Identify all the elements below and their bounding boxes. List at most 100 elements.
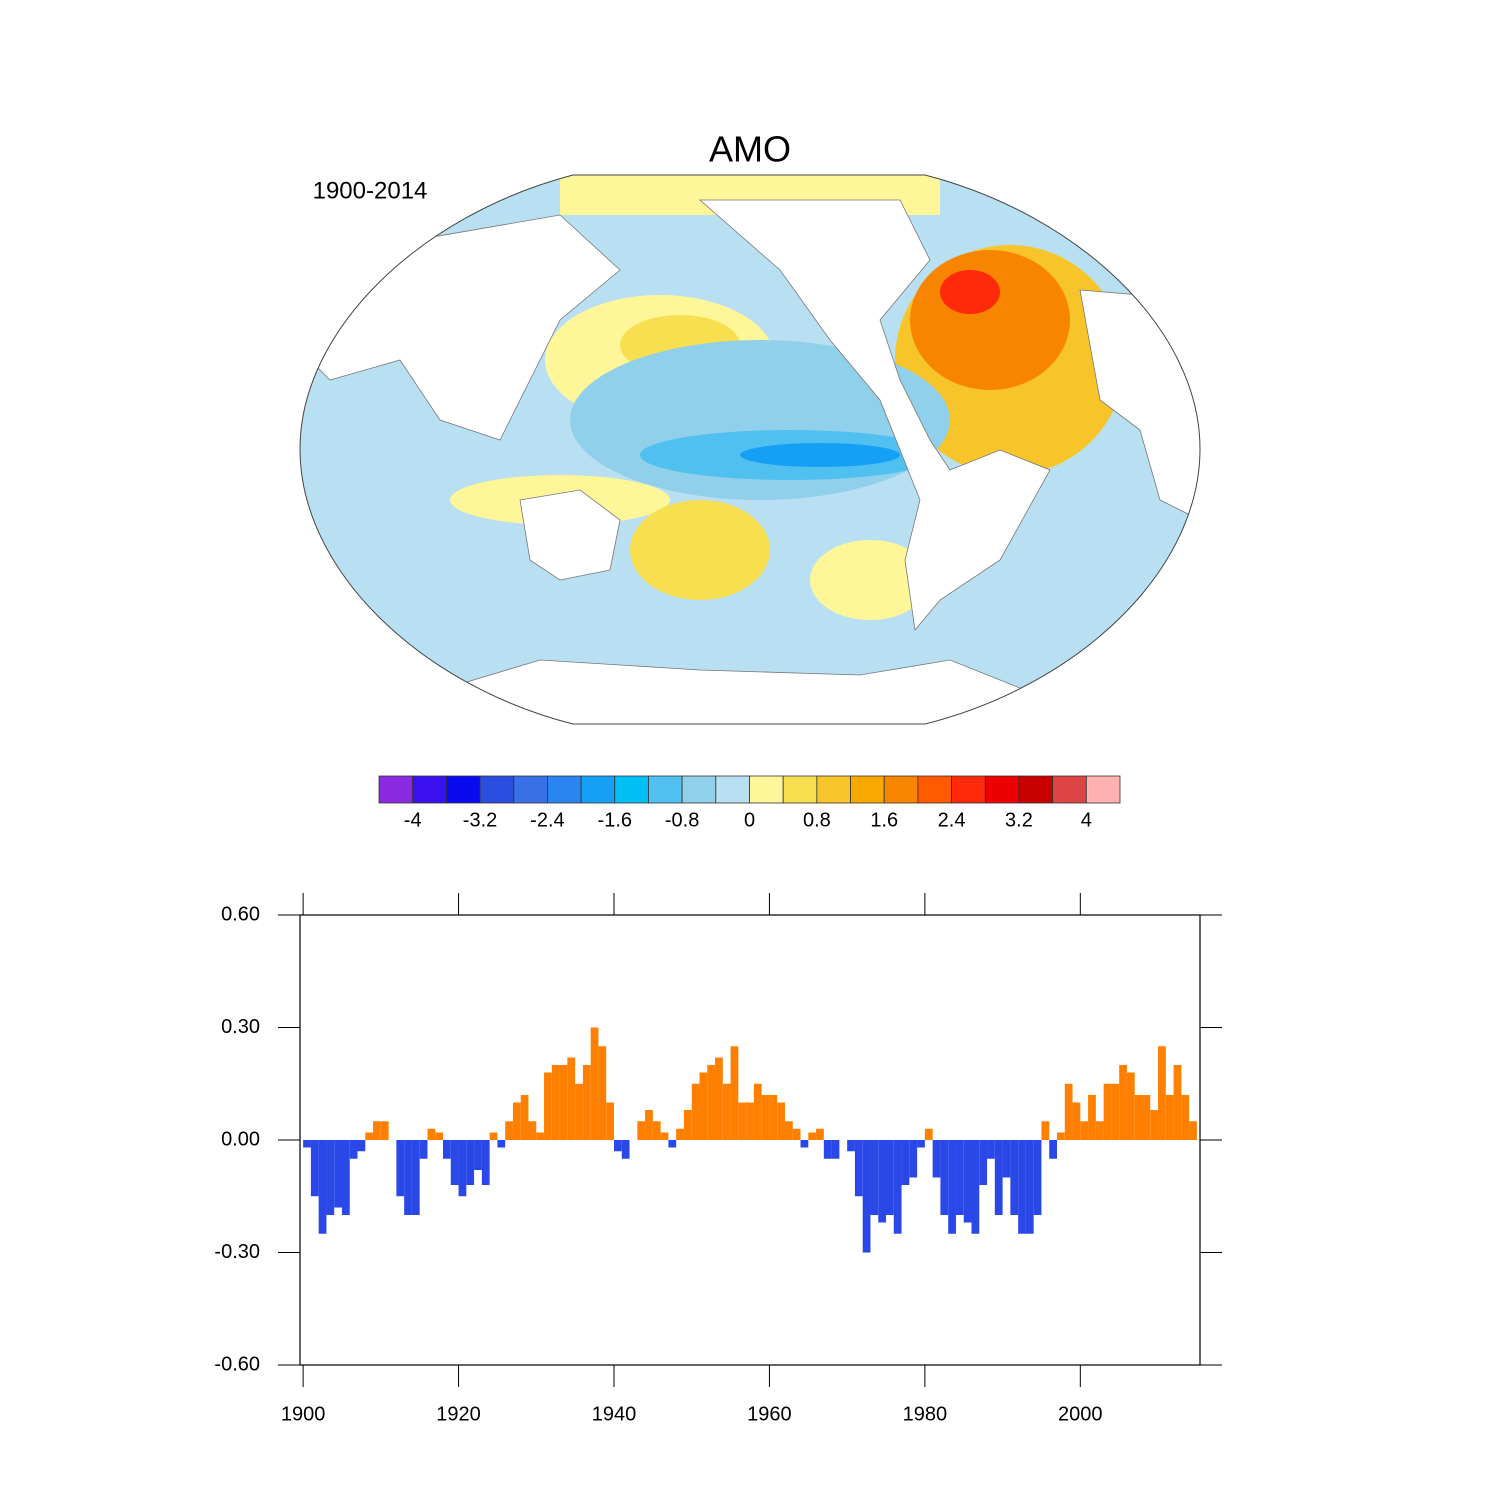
bar — [567, 1057, 576, 1140]
colorbar-box — [547, 775, 582, 804]
bar — [458, 1140, 467, 1197]
bar — [575, 1083, 583, 1140]
bar — [1119, 1065, 1127, 1140]
bar — [1002, 1140, 1011, 1178]
bar — [800, 1140, 809, 1148]
bar — [1041, 1121, 1050, 1140]
y-tick-label: 0.30 — [221, 1016, 260, 1038]
bar — [746, 1102, 754, 1140]
bar — [1103, 1083, 1112, 1140]
bar — [901, 1140, 910, 1185]
bar — [854, 1140, 863, 1197]
bar — [450, 1140, 459, 1185]
bar — [1189, 1121, 1197, 1140]
bar — [917, 1140, 925, 1148]
bar — [303, 1140, 311, 1148]
colorbar-box — [580, 775, 616, 804]
anomaly — [810, 540, 930, 620]
bar — [1126, 1072, 1135, 1140]
bar — [357, 1140, 366, 1152]
bar — [940, 1140, 949, 1215]
colorbar-box — [1052, 775, 1087, 804]
bar — [1056, 1132, 1065, 1140]
colorbar-label: -2.4 — [530, 809, 564, 831]
colorbar-box — [681, 775, 717, 804]
bar — [645, 1110, 653, 1140]
colorbar-box — [1018, 775, 1054, 804]
colorbar-box — [782, 775, 818, 804]
bar — [419, 1140, 428, 1159]
bar — [590, 1027, 599, 1140]
y-tick-label: -0.60 — [214, 1353, 260, 1375]
bar — [676, 1128, 684, 1140]
anomaly — [630, 500, 770, 600]
land — [439, 659, 1051, 724]
bar — [1150, 1110, 1159, 1140]
bar — [1181, 1095, 1190, 1140]
bar — [435, 1132, 444, 1140]
bar — [528, 1121, 537, 1140]
colorbar-label: -1.6 — [598, 809, 632, 831]
bar — [1080, 1121, 1089, 1140]
bar — [792, 1128, 801, 1140]
y-tick-label: 0.00 — [221, 1128, 260, 1150]
bar — [598, 1046, 607, 1140]
bar — [310, 1140, 319, 1197]
bar — [637, 1121, 646, 1140]
bar — [699, 1072, 708, 1140]
bar — [847, 1140, 855, 1152]
bar — [955, 1140, 964, 1215]
bar — [559, 1065, 568, 1140]
bar — [784, 1121, 793, 1140]
colorbar-box — [749, 775, 784, 804]
bar — [668, 1140, 677, 1148]
colorbar-label: 2.4 — [938, 809, 966, 831]
bar — [691, 1083, 700, 1140]
colorbar-label: -4 — [404, 809, 422, 831]
bar — [971, 1140, 980, 1234]
bar — [404, 1140, 412, 1215]
x-tick-label: 1980 — [903, 1403, 948, 1425]
colorbar-box — [816, 775, 851, 804]
bar — [893, 1140, 902, 1234]
bar — [1173, 1065, 1182, 1140]
colorbar-box — [951, 775, 986, 804]
bar — [349, 1140, 358, 1159]
colorbar-box — [445, 775, 481, 804]
bar — [808, 1132, 817, 1140]
colorbar: -4 -3.2 -2.4 -1.6 -0.8 0 0.8 1.6 2.4 3.2 4 — [378, 775, 1121, 831]
x-tick-label: 1960 — [747, 1403, 792, 1425]
bar — [932, 1140, 941, 1178]
bar — [715, 1057, 723, 1140]
y-tick-label: 0.60 — [221, 903, 260, 925]
bar — [1088, 1095, 1096, 1140]
bar — [878, 1140, 887, 1223]
bar — [660, 1132, 669, 1140]
bar — [427, 1128, 436, 1140]
bar — [722, 1083, 731, 1140]
bar — [979, 1140, 988, 1185]
bar — [761, 1095, 770, 1140]
colorbar-box — [479, 775, 515, 804]
bar — [1064, 1083, 1073, 1140]
bar — [1095, 1121, 1104, 1140]
bar — [1134, 1095, 1143, 1140]
land — [698, 199, 1051, 631]
map-border — [299, 174, 1201, 725]
bar — [769, 1095, 778, 1140]
map-subtitle: 1900-2014 — [313, 177, 428, 204]
colorbar-box — [984, 775, 1020, 804]
map — [300, 175, 1200, 724]
colorbar-box — [648, 775, 683, 804]
anomaly — [940, 270, 1000, 314]
map-title: AMO — [709, 129, 791, 170]
bar — [1158, 1046, 1166, 1140]
bar — [1142, 1095, 1151, 1140]
colorbar-box — [1085, 775, 1121, 804]
bar — [924, 1128, 933, 1140]
bar — [505, 1121, 513, 1140]
colorbar-label: 0.8 — [803, 809, 831, 831]
y-tick-label: -0.30 — [214, 1241, 260, 1263]
x-tick-label: 2000 — [1058, 1403, 1103, 1425]
bar — [816, 1128, 824, 1140]
